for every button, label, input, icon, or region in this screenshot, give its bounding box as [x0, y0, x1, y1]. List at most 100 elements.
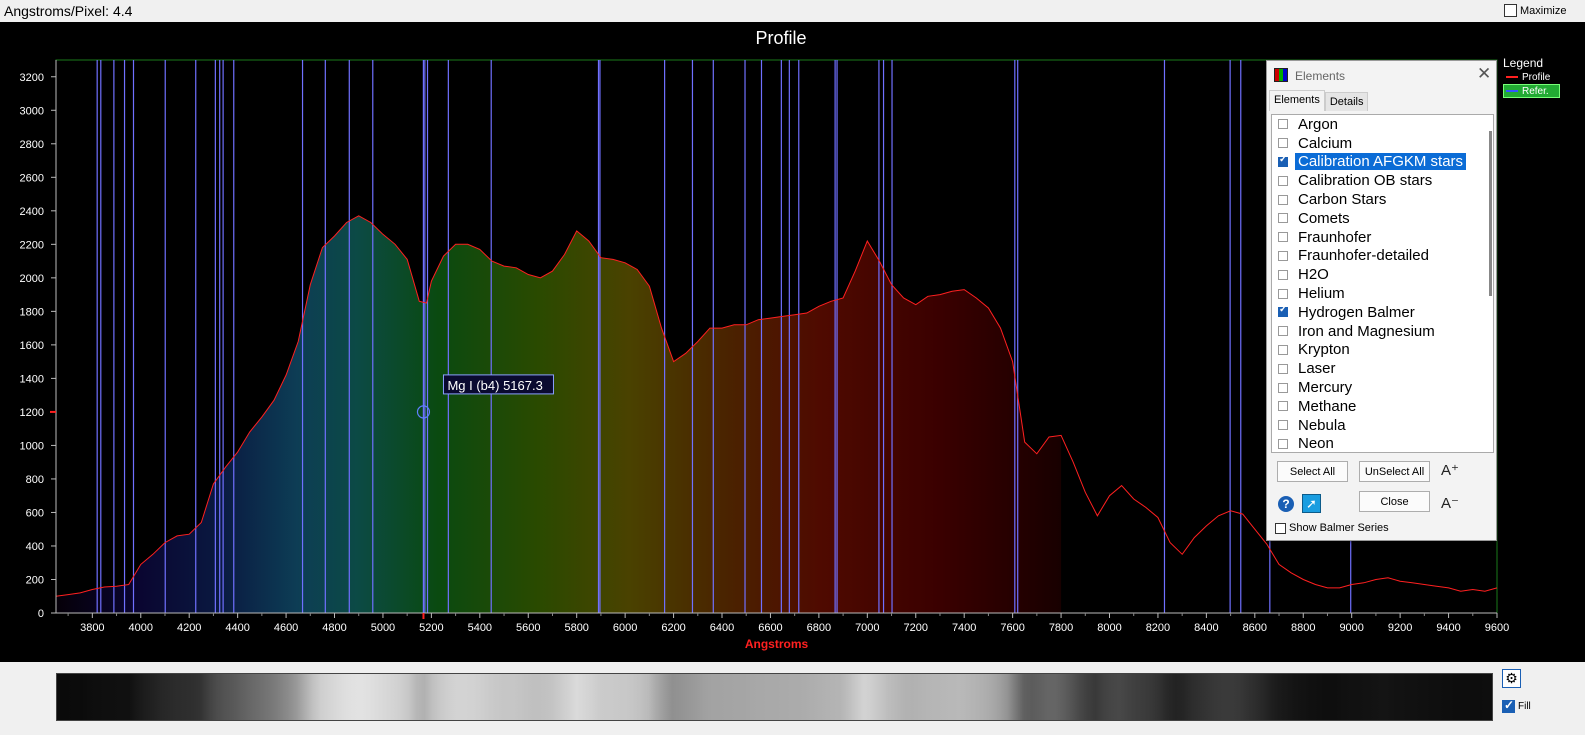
element-label: Helium [1298, 285, 1345, 303]
element-checkbox[interactable] [1278, 194, 1288, 205]
element-checkbox[interactable] [1278, 213, 1288, 224]
close-icon[interactable]: ✕ [1477, 64, 1492, 83]
y-tick-label: 1800 [20, 306, 44, 318]
reference-lines [96, 60, 1352, 613]
y-tick-label: 2600 [20, 172, 44, 184]
fill-checkbox[interactable] [1502, 698, 1515, 713]
element-checkbox[interactable] [1278, 250, 1288, 261]
x-tick-label: 7000 [855, 622, 879, 634]
settings-gear-button[interactable]: ⚙ [1502, 669, 1521, 688]
element-checkbox[interactable] [1278, 382, 1288, 393]
x-tick-label: 8800 [1291, 622, 1315, 634]
element-checkbox[interactable] [1278, 119, 1288, 130]
top-bar: Angstroms/Pixel: 4.4 Maximize [0, 0, 1585, 22]
element-checkbox[interactable] [1278, 288, 1288, 299]
element-label: Calibration OB stars [1298, 172, 1433, 190]
x-tick-label: 9600 [1485, 622, 1509, 634]
element-label: Neon [1298, 435, 1334, 453]
line-annotation[interactable]: Mg I (b4) 5167.3 [50, 374, 554, 619]
elements-list[interactable]: ArgonCalciumCalibration AFGKM starsCalib… [1271, 114, 1494, 453]
x-tick-label: 9200 [1388, 622, 1412, 634]
element-list-item[interactable]: Carbon Stars [1272, 190, 1493, 209]
element-list-item[interactable]: Hydrogen Balmer [1272, 303, 1493, 322]
y-tick-label: 3000 [20, 105, 44, 117]
x-tick-label: 3800 [80, 622, 104, 634]
fill-toggle[interactable]: Fill [1502, 698, 1531, 713]
tab-details[interactable]: Details [1324, 92, 1369, 111]
legend-label-profile: Profile [1522, 71, 1551, 83]
x-tick-label: 7400 [952, 622, 976, 634]
y-tick-label: 400 [26, 541, 44, 553]
y-tick-label: 1600 [20, 340, 44, 352]
show-balmer-label: Show Balmer Series [1289, 522, 1389, 534]
y-tick-label: 3200 [20, 72, 44, 84]
list-scrollbar[interactable] [1489, 131, 1492, 296]
element-list-item[interactable]: Nebula [1272, 416, 1493, 435]
element-checkbox[interactable] [1278, 154, 1288, 167]
open-link-icon[interactable]: ➚ [1302, 494, 1321, 513]
font-decrease-button[interactable]: A⁻ [1441, 495, 1459, 512]
element-checkbox[interactable] [1278, 138, 1288, 149]
element-list-item[interactable]: Calibration AFGKM stars [1272, 153, 1493, 172]
legend-item-reference[interactable]: Refer. [1503, 84, 1560, 98]
select-all-button[interactable]: Select All [1277, 461, 1348, 482]
element-checkbox[interactable] [1278, 344, 1288, 355]
element-label: Iron and Magnesium [1298, 322, 1435, 340]
element-list-item[interactable]: Calibration OB stars [1272, 171, 1493, 190]
element-checkbox[interactable] [1278, 401, 1288, 412]
element-list-item[interactable]: Neon [1272, 435, 1493, 453]
x-tick-label: 7200 [904, 622, 928, 634]
element-checkbox[interactable] [1278, 326, 1288, 337]
x-tick-label: 6200 [661, 622, 685, 634]
close-button[interactable]: Close [1359, 491, 1430, 512]
chart-title: Profile [755, 28, 806, 48]
element-list-item[interactable]: Krypton [1272, 341, 1493, 360]
element-list-item[interactable]: Argon [1272, 115, 1493, 134]
element-label: Hydrogen Balmer [1298, 303, 1415, 321]
element-list-item[interactable]: H2O [1272, 265, 1493, 284]
spectrum-fill-path [56, 215, 1062, 614]
element-checkbox[interactable] [1278, 363, 1288, 374]
angstroms-per-pixel-label: Angstroms/Pixel: [4, 3, 110, 19]
element-label: Krypton [1298, 341, 1350, 359]
x-tick-label: 4800 [322, 622, 346, 634]
y-tick-label: 2000 [20, 273, 44, 285]
x-tick-label: 9400 [1436, 622, 1460, 634]
element-list-item[interactable]: Iron and Magnesium [1272, 322, 1493, 341]
help-icon[interactable]: ? [1278, 496, 1294, 512]
y-tick-label: 2200 [20, 239, 44, 251]
element-label: Laser [1298, 360, 1336, 378]
element-checkbox[interactable] [1278, 175, 1288, 186]
element-list-item[interactable]: Calcium [1272, 134, 1493, 153]
element-checkbox[interactable] [1278, 269, 1288, 280]
show-balmer-checkbox[interactable] [1275, 522, 1286, 534]
profile-chart[interactable]: Profile 0 200 400 600 800 1000 1200 1400 1600 180… [0, 22, 1585, 662]
angstroms-per-pixel-value: 4.4 [112, 3, 133, 19]
element-list-item[interactable]: Fraunhofer [1272, 228, 1493, 247]
x-tick-label: 4400 [225, 622, 249, 634]
tab-elements[interactable]: Elements [1269, 90, 1325, 111]
element-checkbox[interactable] [1278, 232, 1288, 243]
maximize-checkbox[interactable] [1504, 4, 1517, 17]
element-list-item[interactable]: Mercury [1272, 378, 1493, 397]
maximize-label: Maximize [1520, 4, 1567, 17]
chart-axes: 0 200 400 600 800 1000 1200 1400 1600 1800 2000 220… [20, 60, 1509, 651]
dialog-tabs: Elements Details [1269, 90, 1369, 111]
legend-swatch-profile [1506, 76, 1518, 78]
element-checkbox[interactable] [1278, 420, 1288, 431]
y-tick-label: 600 [26, 507, 44, 519]
show-balmer-toggle[interactable]: Show Balmer Series [1275, 522, 1389, 534]
annotation-label: Mg I (b4) 5167.3 [447, 378, 542, 393]
element-checkbox[interactable] [1278, 438, 1288, 449]
unselect-all-button[interactable]: UnSelect All [1359, 461, 1430, 482]
font-increase-button[interactable]: A⁺ [1441, 462, 1459, 479]
element-list-item[interactable]: Helium [1272, 284, 1493, 303]
y-tick-label: 1000 [20, 440, 44, 452]
x-tick-label: 5400 [468, 622, 492, 634]
element-list-item[interactable]: Laser [1272, 359, 1493, 378]
element-checkbox[interactable] [1278, 304, 1288, 318]
element-list-item[interactable]: Methane [1272, 397, 1493, 416]
element-list-item[interactable]: Comets [1272, 209, 1493, 228]
maximize-toggle[interactable]: Maximize [1504, 4, 1566, 17]
element-list-item[interactable]: Fraunhofer-detailed [1272, 247, 1493, 266]
